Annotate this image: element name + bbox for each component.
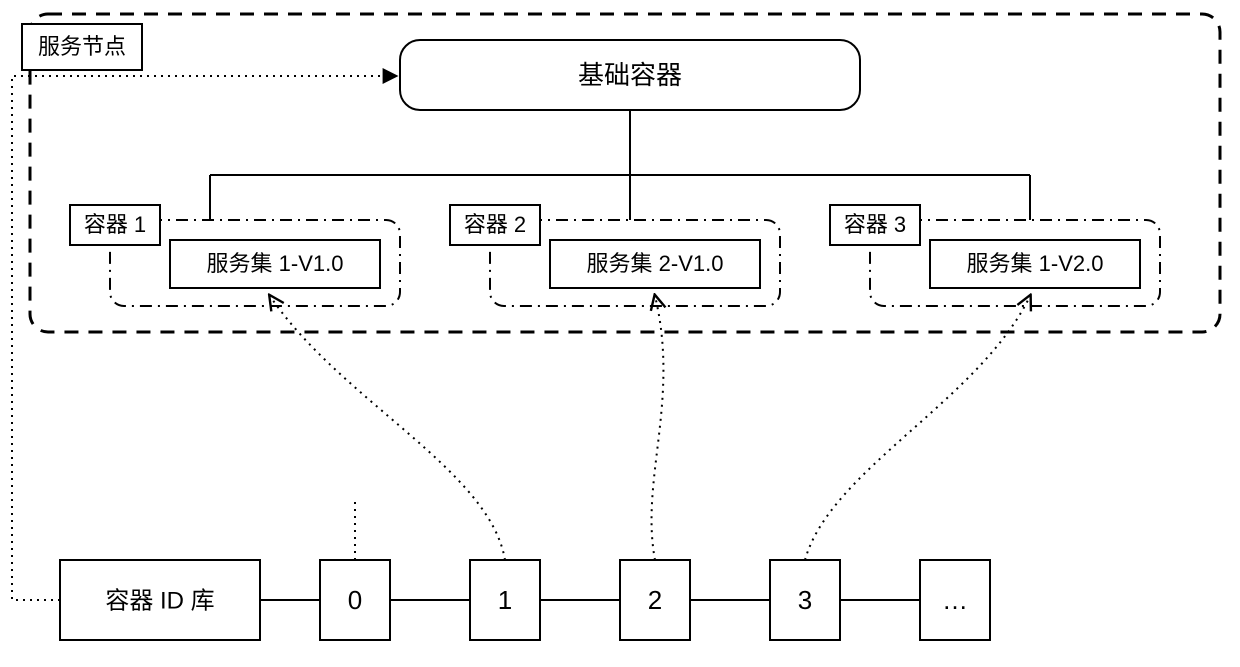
service-node-label: 服务节点 [38,34,126,59]
tree-connectors [210,110,1030,220]
container2-label: 容器 2 [464,212,526,237]
arrow-cell2-to-set2 [652,296,664,560]
service-set1-label: 服务集 1-V1.0 [207,251,344,276]
cell-3-label: 3 [798,585,812,615]
cell-0-label: 0 [348,585,362,615]
base-container-label: 基础容器 [578,60,682,90]
cell-1-label: 1 [498,585,512,615]
arrow-cell3-to-set3 [805,296,1030,560]
cell-more-label: … [942,585,968,615]
container1-label: 容器 1 [84,212,146,237]
id-pool-label: 容器 ID 库 [105,587,214,614]
container3-label: 容器 3 [844,212,906,237]
architecture-diagram: 服务节点 基础容器 容器 1 服务集 1-V1.0 容器 2 服务集 2-V1.… [0,0,1240,667]
arrow-cell1-to-set1 [270,296,505,560]
dotted-arrows [270,296,1030,560]
service-set3-label: 服务集 1-V2.0 [967,251,1104,276]
dotted-path-pool-to-base [12,76,397,600]
cell-2-label: 2 [648,585,662,615]
service-set2-label: 服务集 2-V1.0 [587,251,724,276]
id-pool-row: 容器 ID 库 0 1 2 3 … [60,560,990,640]
